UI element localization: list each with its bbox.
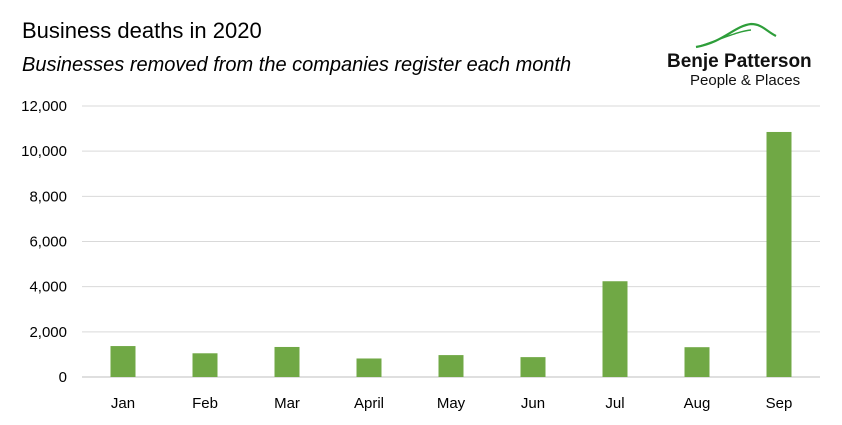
chart-title: Business deaths in 2020 bbox=[22, 18, 262, 43]
x-tick-label: Jul bbox=[605, 395, 624, 412]
y-tick-label: 4,000 bbox=[29, 279, 67, 296]
y-tick-label: 6,000 bbox=[29, 234, 67, 251]
y-tick-label: 0 bbox=[59, 369, 67, 386]
logo-name: Benje Patterson bbox=[667, 51, 812, 72]
logo-tagline: People & Places bbox=[690, 72, 801, 89]
x-axis-ticks: Jan Feb Mar April May Jun Jul Aug Sep bbox=[111, 395, 792, 412]
x-tick-label: April bbox=[354, 395, 384, 412]
bar-mar bbox=[274, 346, 300, 377]
gridlines bbox=[82, 105, 820, 378]
y-tick-label: 8,000 bbox=[29, 188, 67, 205]
bar-sep bbox=[766, 131, 792, 377]
roof-icon bbox=[695, 22, 777, 49]
y-tick-label: 10,000 bbox=[21, 143, 67, 160]
bar-aug bbox=[684, 347, 710, 377]
y-tick-label: 12,000 bbox=[21, 98, 67, 115]
x-tick-label: Jun bbox=[521, 395, 545, 412]
x-tick-label: May bbox=[437, 395, 466, 412]
chart-subtitle: Businesses removed from the companies re… bbox=[22, 54, 572, 76]
x-tick-label: Feb bbox=[192, 395, 218, 412]
x-tick-label: Jan bbox=[111, 395, 135, 412]
x-tick-label: Aug bbox=[684, 395, 711, 412]
y-axis-ticks: 0 2,000 4,000 6,000 8,000 10,000 12,000 bbox=[21, 98, 67, 386]
bar-april bbox=[356, 358, 382, 377]
brand-logo: Benje Patterson People & Places bbox=[664, 22, 834, 92]
bar-jan bbox=[110, 346, 136, 377]
bar-feb bbox=[192, 353, 218, 377]
bar-may bbox=[438, 355, 464, 377]
x-tick-label: Sep bbox=[766, 395, 793, 412]
bar-jun bbox=[520, 357, 546, 377]
bars bbox=[110, 131, 792, 377]
bar-jul bbox=[602, 281, 628, 377]
x-tick-label: Mar bbox=[274, 395, 300, 412]
y-tick-label: 2,000 bbox=[29, 324, 67, 341]
